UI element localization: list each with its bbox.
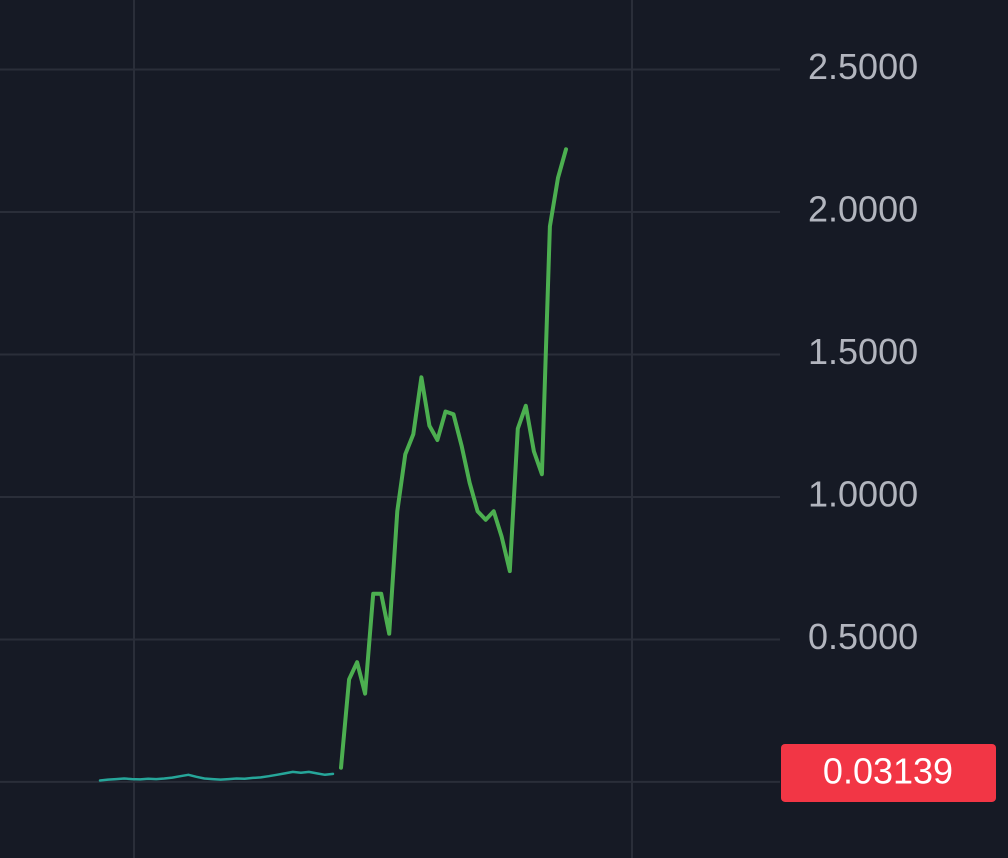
y-tick-label: 1.0000 bbox=[808, 473, 918, 514]
y-tick-label: 1.5000 bbox=[808, 331, 918, 372]
last-price-box bbox=[781, 743, 996, 802]
line-series bbox=[98, 770, 335, 782]
y-tick-label: 2.5000 bbox=[808, 46, 918, 87]
y-tick-label: 0.5000 bbox=[808, 616, 918, 657]
y-tick-label: 2.0000 bbox=[808, 189, 918, 230]
line-series bbox=[339, 147, 568, 770]
last-price-label: 0.03139 bbox=[823, 750, 953, 791]
